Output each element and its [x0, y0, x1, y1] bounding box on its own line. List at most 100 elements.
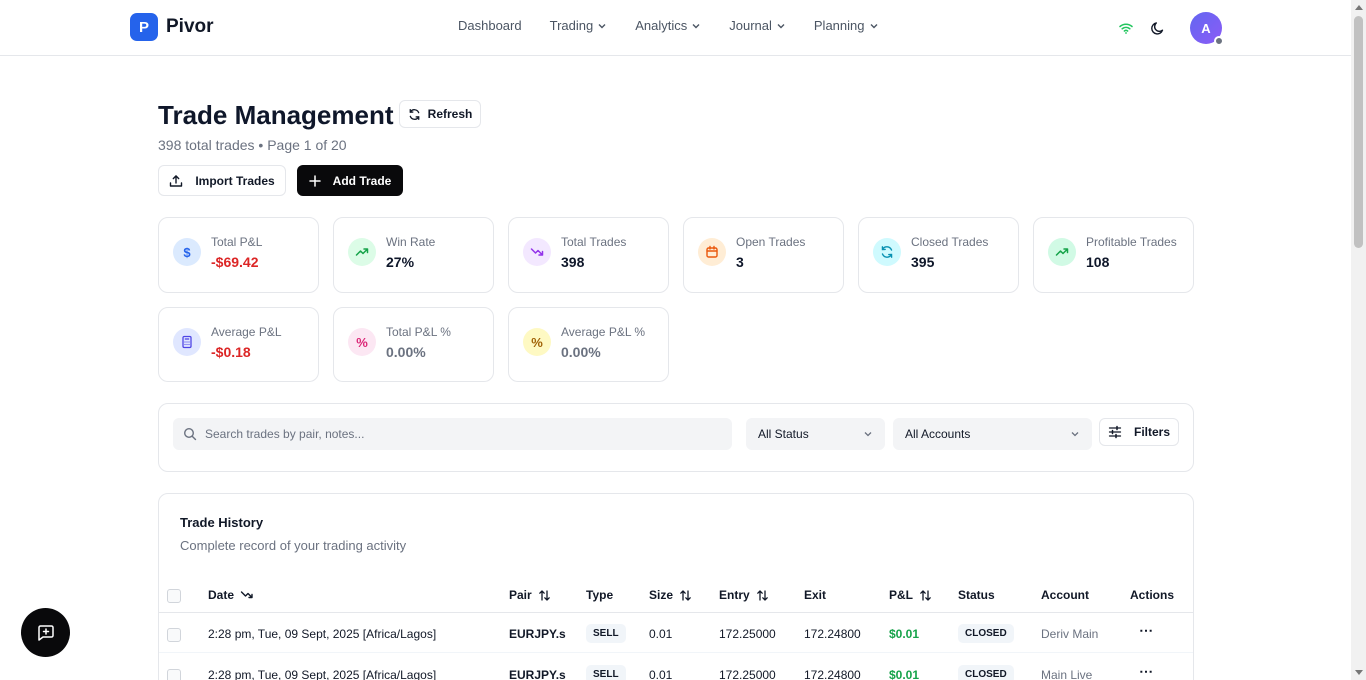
status-select[interactable]: All Status [746, 418, 885, 450]
cell-size: 0.01 [649, 627, 673, 641]
nav-trading[interactable]: Trading [550, 18, 608, 33]
column-label: Type [586, 588, 614, 602]
stat-label: Total P&L [211, 235, 263, 249]
stat-label: Total Trades [561, 235, 627, 249]
column-label: Status [958, 588, 995, 602]
more-actions-icon[interactable]: ⋯ [1139, 622, 1154, 638]
cell-pair: EURJPY.s [509, 668, 566, 680]
filters-button[interactable]: Filters [1099, 418, 1179, 446]
column-header-date[interactable]: Date [208, 588, 254, 602]
status-indicator [1214, 36, 1224, 46]
stat-value: -$69.42 [211, 254, 259, 270]
stat-card-closed-trades: Closed Trades 395 [858, 217, 1019, 293]
nav-journal[interactable]: Journal [729, 18, 786, 33]
stat-value: 27% [386, 254, 415, 270]
nav-analytics[interactable]: Analytics [635, 18, 701, 33]
stat-value: -$0.18 [211, 344, 251, 360]
status-badge: CLOSED [958, 665, 1014, 680]
cell-entry: 172.25000 [719, 668, 776, 680]
stat-label: Open Trades [736, 235, 806, 249]
refresh-button[interactable]: Refresh [399, 100, 481, 128]
feedback-chat-button[interactable] [21, 608, 70, 657]
import-trades-label: Import Trades [195, 173, 275, 188]
chevron-down-icon [598, 23, 606, 28]
page-title: Trade Management [158, 100, 394, 130]
cell-exit: 172.24800 [804, 668, 861, 680]
column-label: Size [649, 588, 674, 602]
more-actions-icon[interactable]: ⋯ [1139, 663, 1154, 679]
percent-icon: % [348, 328, 376, 356]
moon-icon[interactable] [1150, 20, 1166, 36]
column-label: Entry [719, 588, 750, 602]
import-trades-button[interactable]: Import Trades [158, 165, 286, 196]
nav-dashboard[interactable]: Dashboard [458, 18, 522, 33]
search-icon [183, 427, 197, 441]
column-header-entry[interactable]: Entry [719, 588, 769, 602]
brand-name: Pivor [166, 16, 214, 37]
main-nav: Dashboard Trading Analytics Journal Plan… [458, 18, 879, 33]
cell-pair: EURJPY.s [509, 627, 566, 641]
nav-planning[interactable]: Planning [814, 18, 879, 33]
stat-value: 108 [1086, 254, 1110, 270]
search-input[interactable] [205, 427, 705, 441]
column-header-size[interactable]: Size [649, 588, 692, 602]
stat-card-total-trades: Total Trades 398 [508, 217, 669, 293]
search-box [173, 418, 732, 450]
scroll-up-arrow[interactable] [1355, 5, 1363, 10]
calculator-icon [173, 328, 201, 356]
stat-label: Average P&L [211, 325, 282, 339]
cell-account: Deriv Main [1041, 627, 1099, 641]
cell-pnl: $0.01 [889, 627, 920, 641]
accounts-select[interactable]: All Accounts [893, 418, 1092, 450]
nav-journal-label: Journal [729, 18, 772, 33]
accounts-select-value: All Accounts [905, 427, 971, 441]
add-trade-button[interactable]: Add Trade [297, 165, 403, 196]
add-trade-label: Add Trade [332, 173, 392, 188]
stat-card-open-trades: Open Trades 3 [683, 217, 844, 293]
stat-label: Profitable Trades [1086, 235, 1177, 249]
trade-count-summary: 398 total trades • Page 1 of 20 [158, 137, 347, 153]
stat-value: 0.00% [386, 344, 426, 360]
stat-card-win-rate: Win Rate 27% [333, 217, 494, 293]
column-header-pnl[interactable]: P&L [889, 588, 932, 602]
stat-value: 3 [736, 254, 744, 270]
stat-value: 395 [911, 254, 935, 270]
top-navbar: P Pivor Dashboard Trading Analytics Jour… [0, 0, 1351, 56]
scroll-down-arrow[interactable] [1355, 670, 1363, 675]
nav-analytics-label: Analytics [635, 18, 688, 33]
trending-up-icon [1048, 238, 1076, 266]
trending-down-icon [523, 238, 551, 266]
stat-card-average-pnl: Average P&L -$0.18 [158, 307, 319, 382]
cell-size: 0.01 [649, 668, 673, 680]
section-title: Trade History [180, 515, 264, 530]
column-header-exit: Exit [804, 588, 826, 602]
wifi-icon [1119, 23, 1133, 34]
plus-icon [308, 174, 321, 187]
row-checkbox[interactable] [167, 628, 181, 642]
row-divider [159, 652, 1193, 653]
scroll-thumb[interactable] [1354, 16, 1363, 248]
column-header-type: Type [586, 588, 613, 602]
avatar[interactable]: A [1190, 12, 1224, 46]
status-badge: CLOSED [958, 624, 1014, 643]
sort-icon [756, 589, 768, 601]
chevron-down-icon [870, 23, 877, 28]
page-scrollbar[interactable] [1351, 0, 1366, 680]
stat-value: 398 [561, 254, 585, 270]
brand-logo[interactable]: P Pivor [130, 13, 214, 41]
refresh-icon [873, 238, 901, 266]
stat-card-total-pnl-percent: % Total P&L % 0.00% [333, 307, 494, 382]
select-all-checkbox[interactable] [167, 589, 181, 603]
column-header-pair[interactable]: Pair [509, 588, 551, 602]
dollar-icon: $ [173, 238, 201, 266]
nav-planning-label: Planning [813, 18, 865, 33]
trending-up-icon [348, 238, 376, 266]
percent-icon: % [523, 328, 551, 356]
stat-card-profitable-trades: Profitable Trades 108 [1033, 217, 1194, 293]
column-header-account: Account [1041, 588, 1089, 602]
cell-exit: 172.24800 [804, 627, 861, 641]
row-checkbox[interactable] [167, 669, 181, 680]
chevron-down-icon [864, 432, 872, 437]
section-subtitle: Complete record of your trading activity [180, 538, 407, 553]
status-select-value: All Status [758, 427, 809, 441]
